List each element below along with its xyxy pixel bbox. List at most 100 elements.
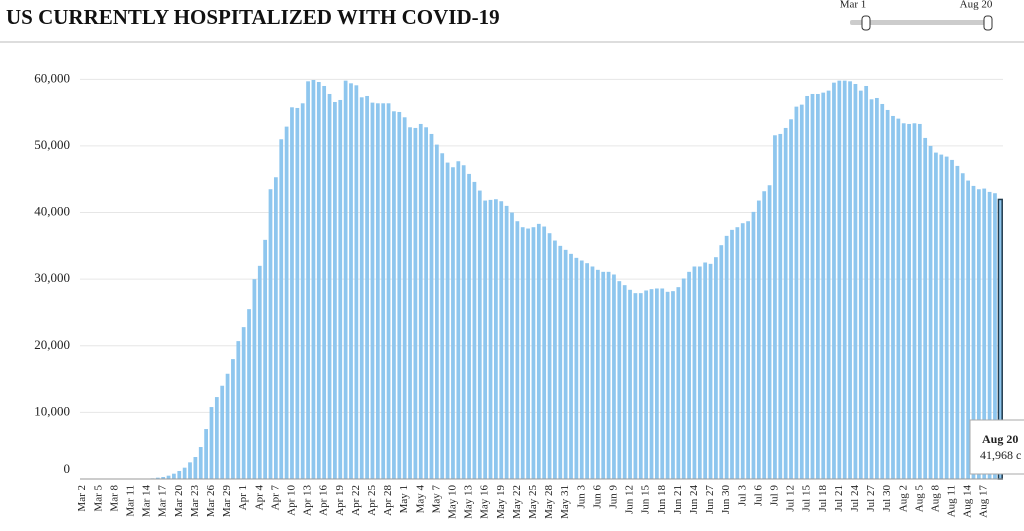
- x-tick-label: Apr 22: [350, 485, 362, 516]
- x-tick-label: Jun 15: [640, 485, 652, 515]
- bar: [708, 263, 713, 479]
- x-tick-label: Apr 13: [302, 485, 314, 516]
- x-tick-label: Apr 25: [366, 485, 378, 516]
- bar: [381, 103, 386, 479]
- bar: [225, 373, 230, 479]
- slider-start-label: Mar 1: [840, 0, 867, 11]
- bar: [418, 123, 423, 480]
- slider-track: [850, 20, 990, 25]
- bar: [204, 429, 208, 479]
- bar: [241, 327, 246, 479]
- x-tick-label: Aug 17: [978, 485, 990, 518]
- bar: [569, 253, 573, 479]
- bar: [875, 97, 879, 480]
- bar: [880, 103, 885, 479]
- chart-title: US CURRENTLY HOSPITALIZED WITH COVID-19: [6, 5, 500, 29]
- bar: [628, 289, 632, 479]
- x-tick-label: Mar 14: [141, 485, 153, 518]
- bar: [499, 201, 504, 480]
- tooltip: Aug 20 41,968 c: [969, 419, 1024, 475]
- bar: [343, 80, 348, 479]
- bar: [756, 200, 761, 480]
- bar: [456, 161, 461, 479]
- bar: [912, 123, 917, 479]
- bar: [837, 80, 842, 479]
- x-tick-label: Apr 28: [382, 485, 394, 516]
- slider-end-label: Aug 20: [960, 0, 993, 11]
- bar: [783, 127, 788, 479]
- bar: [209, 407, 214, 479]
- bar: [896, 118, 901, 479]
- bar: [671, 291, 675, 479]
- x-tick-label: Jun 6: [591, 485, 603, 509]
- bar: [429, 133, 434, 479]
- x-tick-label: Apr 19: [334, 485, 346, 516]
- x-tick-label: Jun 30: [720, 485, 732, 515]
- range-slider[interactable]: Mar 1 Aug 20: [840, 0, 993, 31]
- y-tick-label: 20,000: [34, 337, 70, 352]
- x-tick-label: Mar 29: [221, 485, 233, 518]
- bar: [520, 227, 525, 479]
- bar: [638, 293, 643, 479]
- bar: [842, 80, 847, 479]
- bar: [993, 193, 997, 479]
- slider-handle-start[interactable]: [861, 15, 871, 31]
- x-tick-label: Aug 2: [897, 485, 909, 512]
- bar: [300, 103, 305, 479]
- bar: [188, 462, 192, 479]
- bar: [268, 189, 273, 479]
- bar: [585, 263, 589, 479]
- bar: [354, 85, 359, 479]
- bar: [558, 245, 563, 479]
- bar: [526, 228, 530, 479]
- bar: [681, 278, 686, 479]
- bar: [531, 227, 536, 479]
- bar: [934, 152, 938, 479]
- bar: [392, 111, 396, 479]
- x-tick-label: May 7: [430, 485, 442, 514]
- bar: [617, 281, 622, 479]
- x-tick-label: May 10: [446, 485, 458, 519]
- bar: [869, 99, 874, 479]
- bar: [789, 119, 793, 480]
- bar: [451, 167, 455, 479]
- bar: [515, 221, 520, 479]
- y-tick-label: 0: [64, 461, 71, 476]
- x-tick-label: May 19: [495, 485, 507, 519]
- bar: [333, 101, 337, 479]
- bar: [397, 111, 402, 480]
- x-tick-label: Jun 24: [688, 485, 700, 515]
- bar: [810, 93, 815, 479]
- bar: [494, 199, 498, 479]
- bar: [247, 309, 251, 479]
- bar: [767, 185, 772, 479]
- x-tick-label: Jul 18: [817, 485, 829, 512]
- bar: [622, 285, 627, 479]
- bar: [166, 475, 171, 479]
- bar: [703, 262, 708, 479]
- x-tick-label: May 31: [559, 485, 571, 519]
- x-tick-label: Aug 5: [913, 485, 925, 513]
- bar: [976, 189, 981, 479]
- bar: [231, 359, 235, 479]
- bar: [284, 126, 289, 480]
- bar: [290, 107, 294, 480]
- bar: [214, 397, 219, 479]
- bar: [746, 221, 750, 479]
- x-tick-label: Apr 1: [237, 485, 249, 510]
- bar: [644, 290, 649, 479]
- bar: [413, 127, 418, 479]
- slider-handle-end[interactable]: [983, 15, 993, 31]
- bar: [306, 81, 310, 479]
- x-tick-label: Jul 9: [768, 485, 780, 507]
- bar: [805, 95, 810, 480]
- bar: [172, 473, 176, 479]
- x-tick-label: Aug 14: [962, 485, 974, 518]
- bar: [960, 173, 965, 480]
- x-tick-label: Mar 5: [92, 485, 104, 512]
- x-tick-label: Apr 7: [269, 485, 281, 511]
- y-tick-label: 60,000: [34, 70, 70, 85]
- x-tick-label: Mar 11: [125, 485, 137, 517]
- x-tick-label: Mar 8: [108, 485, 120, 512]
- bar: [402, 117, 407, 480]
